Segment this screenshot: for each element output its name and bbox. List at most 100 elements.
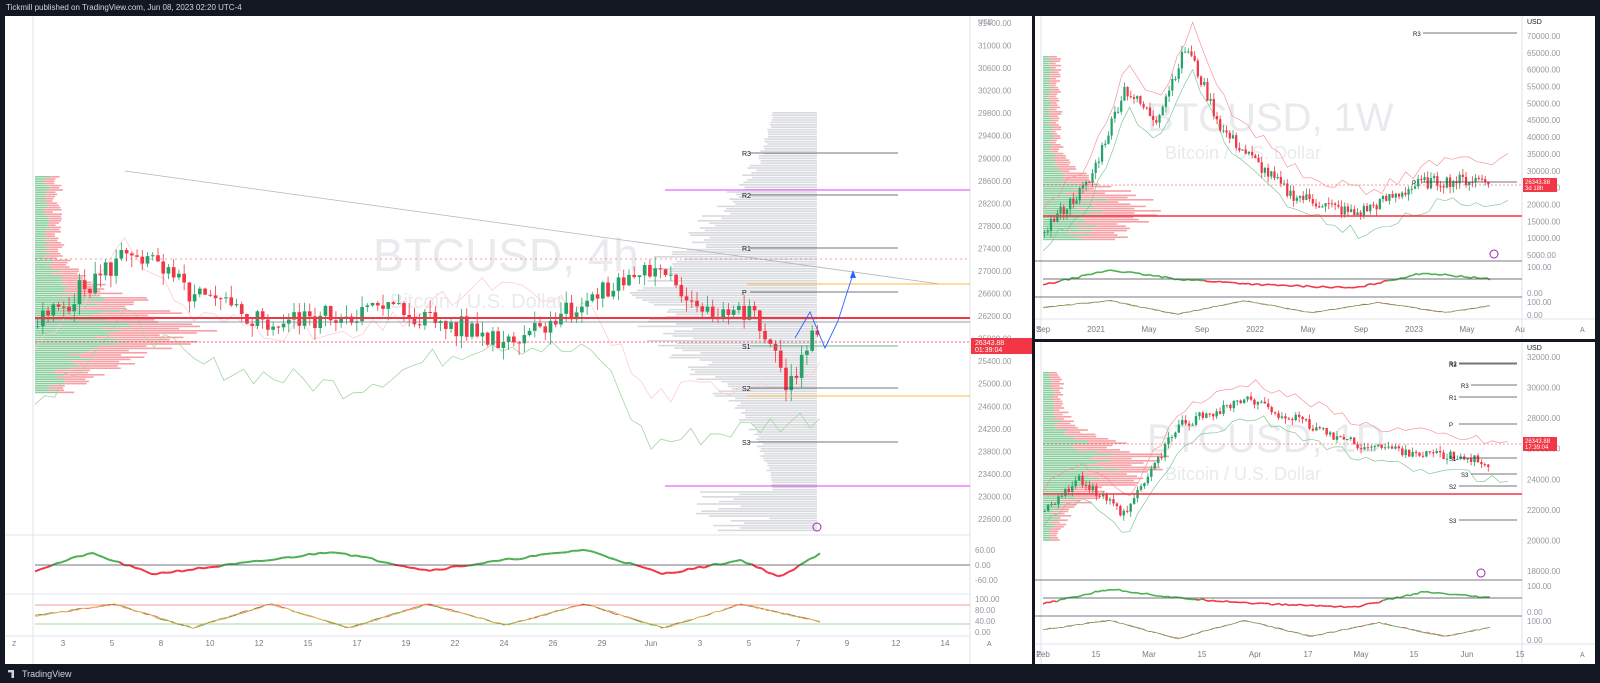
left-profile-volume-bar-green xyxy=(35,209,45,211)
momentum-line xyxy=(1053,600,1058,603)
chart-panel-1d[interactable]: BTCUSD, 1D Bitcoin / U.S. Dollar R3 R2 R3 R1 P… xyxy=(1035,342,1595,664)
left-profile-volume-bar-red xyxy=(47,389,65,391)
momentum-line xyxy=(1364,283,1369,288)
left-profile-volume-bar-green xyxy=(1043,56,1049,58)
left-profile-volume-bar-red xyxy=(1076,201,1119,203)
momentum-line xyxy=(724,560,731,565)
left-profile-volume-bar-green xyxy=(35,198,46,200)
momentum-line xyxy=(1320,604,1324,607)
candle-btc-1w-candle xyxy=(1222,130,1225,132)
candle-btc-1w-candle xyxy=(1407,189,1410,195)
momentum-line xyxy=(1361,603,1366,607)
left-profile-volume-bar-green xyxy=(35,195,47,198)
candle-4h-candle xyxy=(742,305,746,320)
candle-4h-candle xyxy=(119,249,124,259)
candle-btc-1d-candle xyxy=(1091,486,1095,491)
left-profile-volume-bar-green xyxy=(1043,227,1079,230)
pivot-label-r1: R1 xyxy=(1449,396,1457,402)
price-chart-4h[interactable]: BTCUSD, 4h Bitcoin / U.S. Dollar R3 R2 R1 P S1… xyxy=(5,16,1032,664)
left-profile-volume-bar-green xyxy=(1043,232,1069,234)
session-volume-bar xyxy=(740,402,817,404)
momentum-line xyxy=(814,552,821,558)
momentum-line xyxy=(292,555,299,559)
session-volume-bar xyxy=(709,222,817,224)
session-volume-bar xyxy=(767,136,817,138)
session-volume-bar xyxy=(694,371,817,373)
price-tick: 55000.00 xyxy=(1527,83,1561,92)
candle-btc-1w-candle xyxy=(1072,198,1075,204)
momentum-line xyxy=(730,559,736,563)
candle-btc-1w-candle xyxy=(1145,107,1148,109)
session-volume-bar xyxy=(764,148,817,150)
momentum-line xyxy=(509,557,515,561)
left-profile-volume-bar-red xyxy=(1050,512,1065,515)
left-profile-volume-bar-green xyxy=(1043,137,1055,139)
left-profile-volume-bar-red xyxy=(49,237,59,240)
left-profile-volume-bar-red xyxy=(1090,479,1134,482)
left-profile-volume-bar-red xyxy=(44,239,58,242)
momentum-line xyxy=(1271,603,1276,606)
price-tick: 20000.00 xyxy=(1527,536,1561,545)
price-tick: 45000.00 xyxy=(1527,116,1561,125)
price-tick: 22600.00 xyxy=(978,515,1012,524)
momentum-line xyxy=(1110,269,1114,272)
time-tick: Sep xyxy=(1195,325,1210,334)
momentum-line xyxy=(1274,283,1278,287)
left-profile-volume-bar-green xyxy=(1043,139,1052,142)
left-profile-volume-bar-green xyxy=(1043,501,1066,504)
session-volume-bar xyxy=(769,517,817,520)
candle-4h-candle xyxy=(532,323,537,331)
price-chart-1w[interactable]: BTCUSD, 1W Bitcoin / U.S. Dollar R3 P USD 700… xyxy=(1035,16,1595,339)
time-tick: 12 xyxy=(255,639,264,648)
candle-btc-1d-candle xyxy=(1229,404,1232,409)
session-volume-bar xyxy=(648,301,817,304)
chart-panel-1w[interactable]: BTCUSD, 1W Bitcoin / U.S. Dollar R3 P USD 700… xyxy=(1035,16,1595,339)
left-profile-volume-bar-red xyxy=(67,354,122,356)
momentum-line xyxy=(1161,275,1166,279)
session-volume-bar xyxy=(766,469,817,472)
price-scale-unit: USD xyxy=(978,19,993,26)
chart-panel-4h[interactable]: BTCUSD, 4h Bitcoin / U.S. Dollar R3 R2 R1 P S1… xyxy=(5,16,1032,664)
time-tick: Jun xyxy=(1461,650,1474,659)
momentum-line xyxy=(324,551,331,555)
candle-4h-candle xyxy=(72,304,77,312)
momentum-tick: 100.00 xyxy=(1527,263,1552,272)
momentum-line xyxy=(1125,590,1130,594)
candle-btc-1d-candle xyxy=(1401,448,1404,456)
candle-4h-candle xyxy=(747,306,752,320)
left-profile-volume-bar-green xyxy=(35,347,97,350)
left-profile-volume-bar-green xyxy=(1043,95,1049,98)
left-profile-volume-bar-red xyxy=(1080,196,1128,199)
left-profile-volume-bar-green xyxy=(35,231,47,233)
left-profile-volume-bar-green xyxy=(1043,378,1051,381)
zoom-button: Z xyxy=(1037,327,1042,334)
momentum-line xyxy=(1365,602,1369,606)
candle-btc-1w-candle xyxy=(1487,181,1490,185)
band-line-upper xyxy=(1042,379,1509,497)
candle-4h-candle xyxy=(67,306,71,312)
left-profile-volume-bar-green xyxy=(1043,517,1054,519)
left-profile-volume-bar-red xyxy=(1057,422,1071,425)
candle-4h-candle xyxy=(46,310,50,316)
candle-btc-1d-candle xyxy=(1270,407,1273,413)
left-profile-volume-bar-green xyxy=(35,310,121,312)
candle-4h-candle xyxy=(512,336,516,343)
momentum-line xyxy=(645,567,652,571)
session-volume-bar xyxy=(702,215,817,217)
candle-btc-1w-candle xyxy=(1433,176,1436,179)
price-tick: 28200.00 xyxy=(978,199,1012,208)
momentum-line xyxy=(298,554,304,558)
candle-btc-1w-candle xyxy=(1468,182,1471,186)
momentum-line xyxy=(1070,596,1075,599)
session-volume-bar xyxy=(713,524,817,527)
session-volume-bar xyxy=(690,368,817,371)
momentum-line xyxy=(1354,605,1359,608)
candle-btc-1d-candle xyxy=(1236,400,1239,402)
left-profile-volume-bar-green xyxy=(1043,84,1049,87)
session-volume-bar xyxy=(758,155,817,157)
momentum-line xyxy=(1431,273,1436,276)
left-profile-volume-bar-green xyxy=(1043,221,1086,223)
auto-scale-button: A xyxy=(1580,327,1585,334)
candle-btc-1w-candle xyxy=(1346,206,1350,212)
